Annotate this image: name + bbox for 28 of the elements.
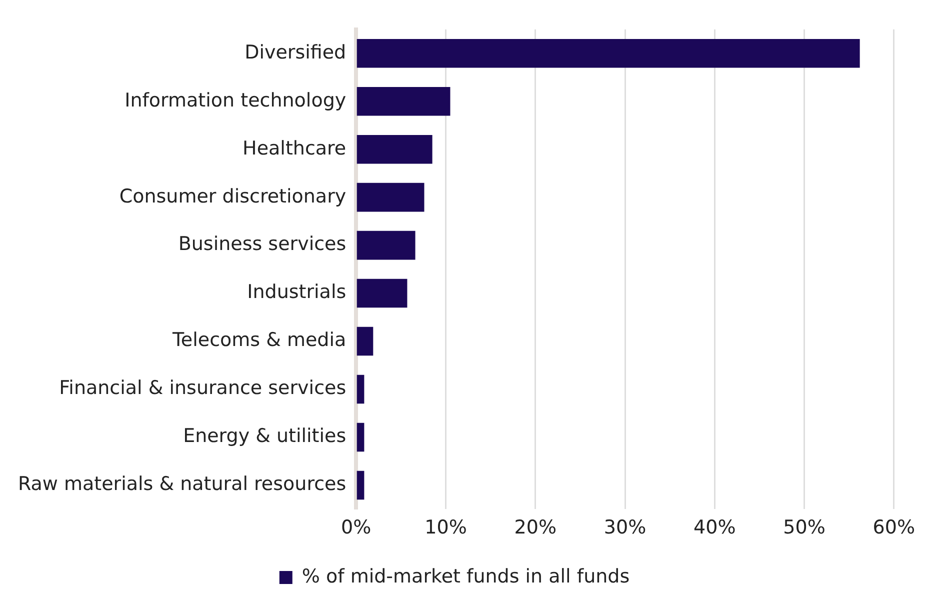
y-tick-label: Information technology: [124, 89, 346, 112]
bar: [356, 86, 450, 116]
y-tick-label: Financial & insurance services: [59, 377, 346, 400]
y-tick-label: Energy & utilities: [183, 425, 346, 448]
bar: [356, 470, 364, 500]
y-tick-label: Raw materials & natural resources: [18, 473, 346, 496]
bar: [356, 422, 364, 452]
bar: [356, 134, 432, 164]
y-tick-label: Consumer discretionary: [119, 185, 346, 208]
bar: [356, 374, 364, 404]
y-tick-label: Business services: [178, 233, 346, 256]
x-tick-label: 40%: [694, 516, 736, 539]
x-tick-label: 20%: [514, 516, 556, 539]
bar: [356, 278, 408, 308]
bar: [356, 230, 416, 260]
x-tick-label: 50%: [783, 516, 826, 539]
x-tick-label: 0%: [341, 516, 372, 539]
bar: [356, 326, 374, 356]
bar: [356, 182, 424, 212]
legend-label: % of mid-market funds in all funds: [302, 565, 630, 588]
y-tick-label: Industrials: [247, 281, 346, 304]
y-tick-label: Diversified: [244, 41, 346, 64]
x-tick-label: 60%: [872, 516, 915, 539]
bar: [356, 38, 860, 68]
x-tick-label: 30%: [604, 516, 646, 539]
y-tick-label: Telecoms & media: [172, 329, 346, 352]
x-tick-label: 10%: [424, 516, 467, 539]
y-tick-label: Healthcare: [242, 137, 346, 160]
